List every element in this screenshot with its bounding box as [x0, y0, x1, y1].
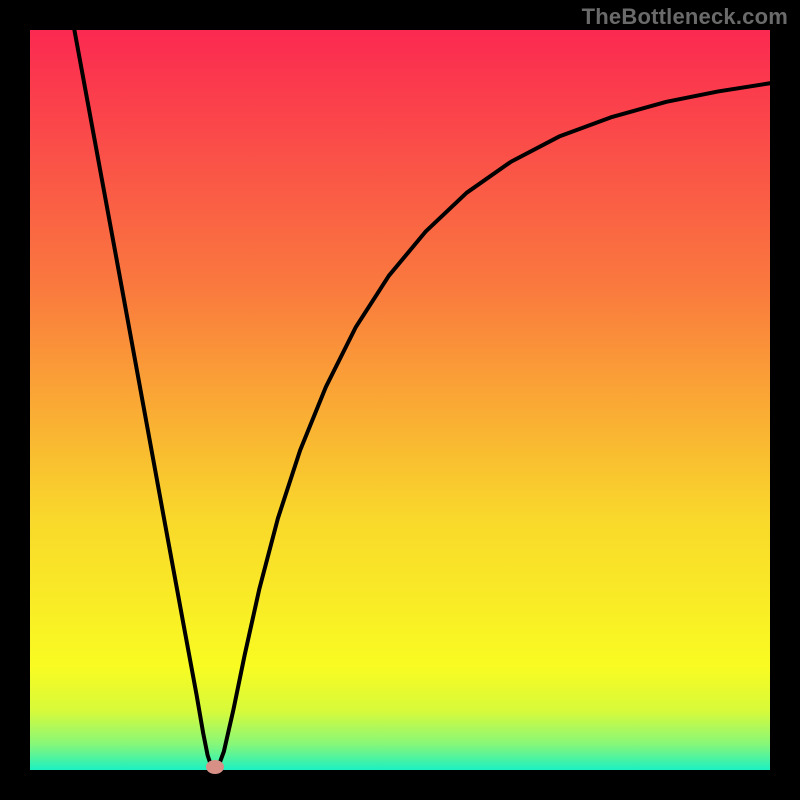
chart-marker-dot — [206, 760, 224, 774]
chart-curve-layer — [0, 0, 800, 800]
watermark-text: TheBottleneck.com — [582, 4, 788, 30]
chart-curve — [74, 30, 770, 770]
